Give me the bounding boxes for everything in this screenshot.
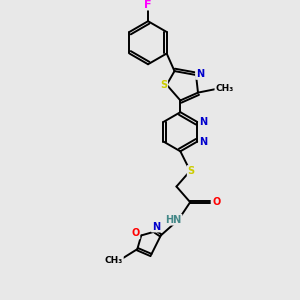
Text: N: N: [199, 136, 207, 146]
Text: S: S: [188, 166, 195, 176]
Text: N: N: [152, 222, 160, 232]
Text: CH₃: CH₃: [215, 84, 233, 93]
Text: HN: HN: [165, 215, 182, 225]
Text: CH₃: CH₃: [105, 256, 123, 266]
Text: F: F: [144, 0, 152, 10]
Text: O: O: [131, 229, 140, 238]
Text: N: N: [196, 69, 204, 79]
Text: O: O: [212, 197, 221, 207]
Text: N: N: [199, 117, 207, 127]
Text: S: S: [160, 80, 167, 90]
